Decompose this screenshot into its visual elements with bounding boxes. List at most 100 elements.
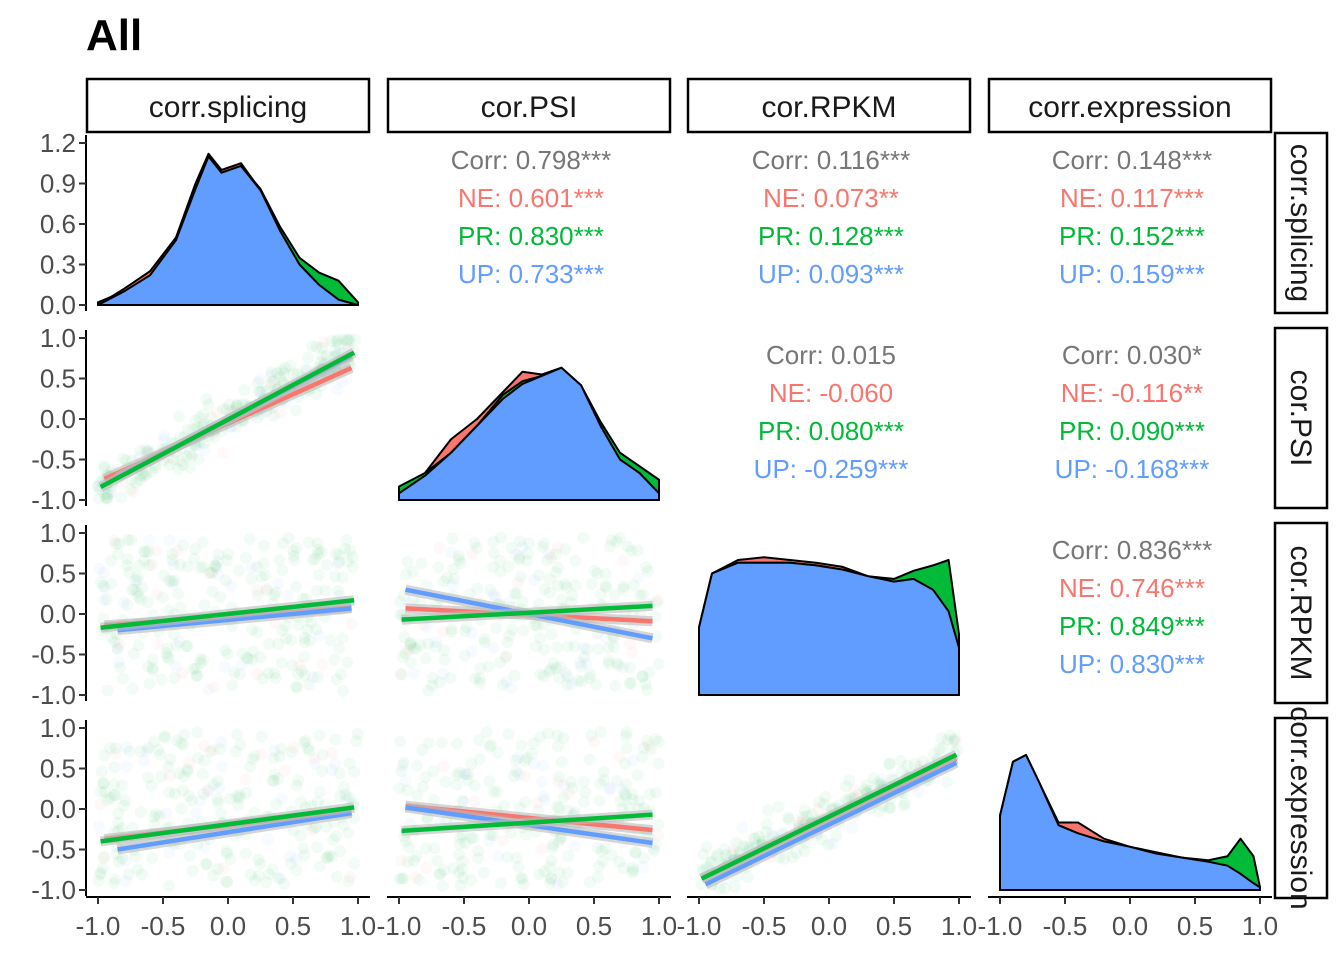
- point: [97, 579, 110, 592]
- point: [633, 794, 646, 807]
- point: [329, 733, 342, 746]
- point: [613, 855, 626, 868]
- point: [305, 340, 318, 353]
- point: [432, 561, 445, 574]
- corr-text-UP: UP: 0.733***: [458, 259, 604, 289]
- point: [705, 855, 718, 868]
- point: [158, 434, 171, 447]
- point: [246, 623, 259, 636]
- point: [344, 870, 357, 883]
- point: [275, 792, 288, 805]
- x-tick-label: 0.5: [876, 911, 912, 941]
- point: [262, 667, 275, 680]
- y-tick-label: 0.0: [40, 794, 76, 824]
- point: [588, 735, 601, 748]
- point: [208, 680, 221, 693]
- point: [158, 730, 171, 743]
- point: [178, 728, 191, 741]
- corr-text-Corr: Corr: 0.015: [766, 340, 896, 370]
- corr-text-NE: NE: -0.060: [769, 378, 893, 408]
- corr-text-UP: UP: 0.159***: [1059, 259, 1205, 289]
- point: [514, 872, 527, 885]
- point: [199, 858, 212, 871]
- point: [342, 875, 355, 888]
- point: [265, 366, 278, 379]
- point: [107, 778, 120, 791]
- point: [566, 782, 579, 795]
- point: [115, 822, 128, 835]
- point: [298, 631, 311, 644]
- point: [445, 623, 458, 636]
- point: [577, 796, 590, 809]
- point: [456, 871, 469, 884]
- point: [407, 667, 420, 680]
- point: [182, 789, 195, 802]
- point: [610, 774, 623, 787]
- point: [239, 551, 252, 564]
- point: [101, 684, 114, 697]
- point: [282, 532, 295, 545]
- point: [143, 559, 156, 572]
- point: [599, 579, 612, 592]
- point: [616, 555, 629, 568]
- point: [422, 684, 435, 697]
- point: [411, 789, 424, 802]
- point: [544, 872, 557, 885]
- point: [286, 659, 299, 672]
- point: [303, 634, 316, 647]
- point: [471, 582, 484, 595]
- point: [617, 583, 630, 596]
- point: [625, 677, 638, 690]
- point: [187, 662, 200, 675]
- point: [101, 492, 114, 505]
- point: [402, 644, 415, 657]
- point: [197, 408, 210, 421]
- point: [287, 741, 300, 754]
- point: [538, 643, 551, 656]
- point: [426, 672, 439, 685]
- point: [331, 333, 344, 346]
- point: [555, 755, 568, 768]
- point: [569, 579, 582, 592]
- point: [557, 791, 570, 804]
- point: [248, 749, 261, 762]
- point: [267, 752, 280, 765]
- y-tick-label: 0.9: [40, 169, 76, 199]
- density-cor.RPKM-UP: [698, 561, 960, 696]
- point: [447, 562, 460, 575]
- corr-text-UP: UP: -0.259***: [754, 454, 909, 484]
- point: [650, 786, 663, 799]
- point: [484, 828, 497, 841]
- point: [419, 652, 432, 665]
- point: [608, 588, 621, 601]
- point: [192, 453, 205, 466]
- point: [599, 842, 612, 855]
- point: [215, 807, 228, 820]
- point: [163, 653, 176, 666]
- point: [608, 640, 621, 653]
- point: [578, 651, 591, 664]
- point: [113, 537, 126, 550]
- corr-panel-corr.splicing-cor.PSI: Corr: 0.798*** NE: 0.601*** PR: 0.830*** UP…: [451, 145, 611, 289]
- point: [120, 741, 133, 754]
- point: [142, 741, 155, 754]
- point: [436, 879, 449, 892]
- point: [150, 544, 163, 557]
- corr-panel-cor.PSI-cor.RPKM: Corr: 0.015 NE: -0.060 PR: 0.080*** UP: -0.…: [754, 340, 909, 484]
- point: [251, 584, 264, 597]
- point: [631, 768, 644, 781]
- point: [295, 664, 308, 677]
- point: [564, 775, 577, 788]
- point: [487, 535, 500, 548]
- point: [157, 569, 170, 582]
- point: [341, 656, 354, 669]
- point: [292, 774, 305, 787]
- point: [616, 802, 629, 815]
- point: [487, 588, 500, 601]
- point: [466, 645, 479, 658]
- point: [514, 570, 527, 583]
- point: [494, 554, 507, 567]
- point: [275, 656, 288, 669]
- point: [517, 624, 530, 637]
- point: [221, 648, 234, 661]
